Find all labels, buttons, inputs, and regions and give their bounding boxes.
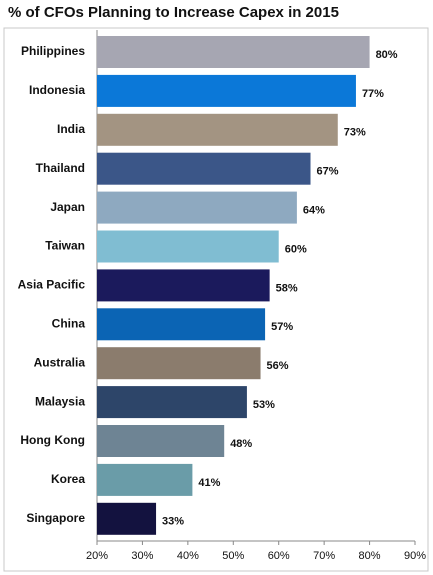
- x-tick-label: 60%: [268, 550, 290, 562]
- bar: [97, 386, 247, 419]
- bar: [97, 425, 225, 457]
- value-label: 67%: [317, 166, 339, 178]
- category-label: Japan: [50, 200, 85, 214]
- category-label: Indonesia: [29, 83, 85, 97]
- value-label: 73%: [344, 127, 366, 139]
- value-label: 41%: [198, 477, 220, 489]
- category-label: Hong Kong: [20, 433, 85, 447]
- bar: [97, 269, 270, 302]
- value-label: 57%: [271, 321, 293, 333]
- value-label: 48%: [230, 438, 252, 450]
- x-tick-label: 80%: [359, 550, 381, 562]
- value-label: 53%: [253, 399, 275, 411]
- bar: [97, 191, 297, 224]
- value-label: 33%: [162, 516, 184, 528]
- category-label: Malaysia: [35, 394, 85, 408]
- category-label: Asia Pacific: [18, 278, 86, 292]
- category-label: Singapore: [26, 511, 85, 525]
- category-label: Thailand: [36, 161, 85, 175]
- category-label: Taiwan: [45, 239, 85, 253]
- bar: [97, 502, 157, 535]
- bar: [97, 347, 261, 380]
- x-tick-label: 70%: [313, 550, 335, 562]
- category-label: Korea: [51, 472, 85, 486]
- bar: [97, 74, 356, 107]
- x-tick-label: 30%: [131, 550, 153, 562]
- category-label: China: [52, 316, 86, 330]
- x-tick-label: 50%: [222, 550, 244, 562]
- value-label: 56%: [267, 360, 289, 372]
- x-tick-label: 90%: [404, 550, 426, 562]
- bar: [97, 230, 279, 263]
- chart-title: % of CFOs Planning to Increase Capex in …: [8, 4, 339, 21]
- category-label: Australia: [34, 355, 86, 369]
- chart-frame: [3, 27, 429, 572]
- bar: [97, 152, 311, 185]
- category-label: India: [57, 122, 85, 136]
- x-tick-label: 20%: [86, 550, 108, 562]
- bar: [97, 463, 193, 496]
- x-tick-label: 40%: [177, 550, 199, 562]
- category-label: Philippines: [21, 44, 85, 58]
- value-label: 64%: [303, 205, 325, 217]
- bar: [97, 36, 370, 68]
- value-label: 60%: [285, 243, 307, 255]
- bar: [97, 308, 266, 341]
- value-label: 58%: [276, 282, 298, 294]
- value-label: 77%: [362, 88, 384, 100]
- bar: [97, 113, 338, 146]
- value-label: 80%: [376, 49, 398, 61]
